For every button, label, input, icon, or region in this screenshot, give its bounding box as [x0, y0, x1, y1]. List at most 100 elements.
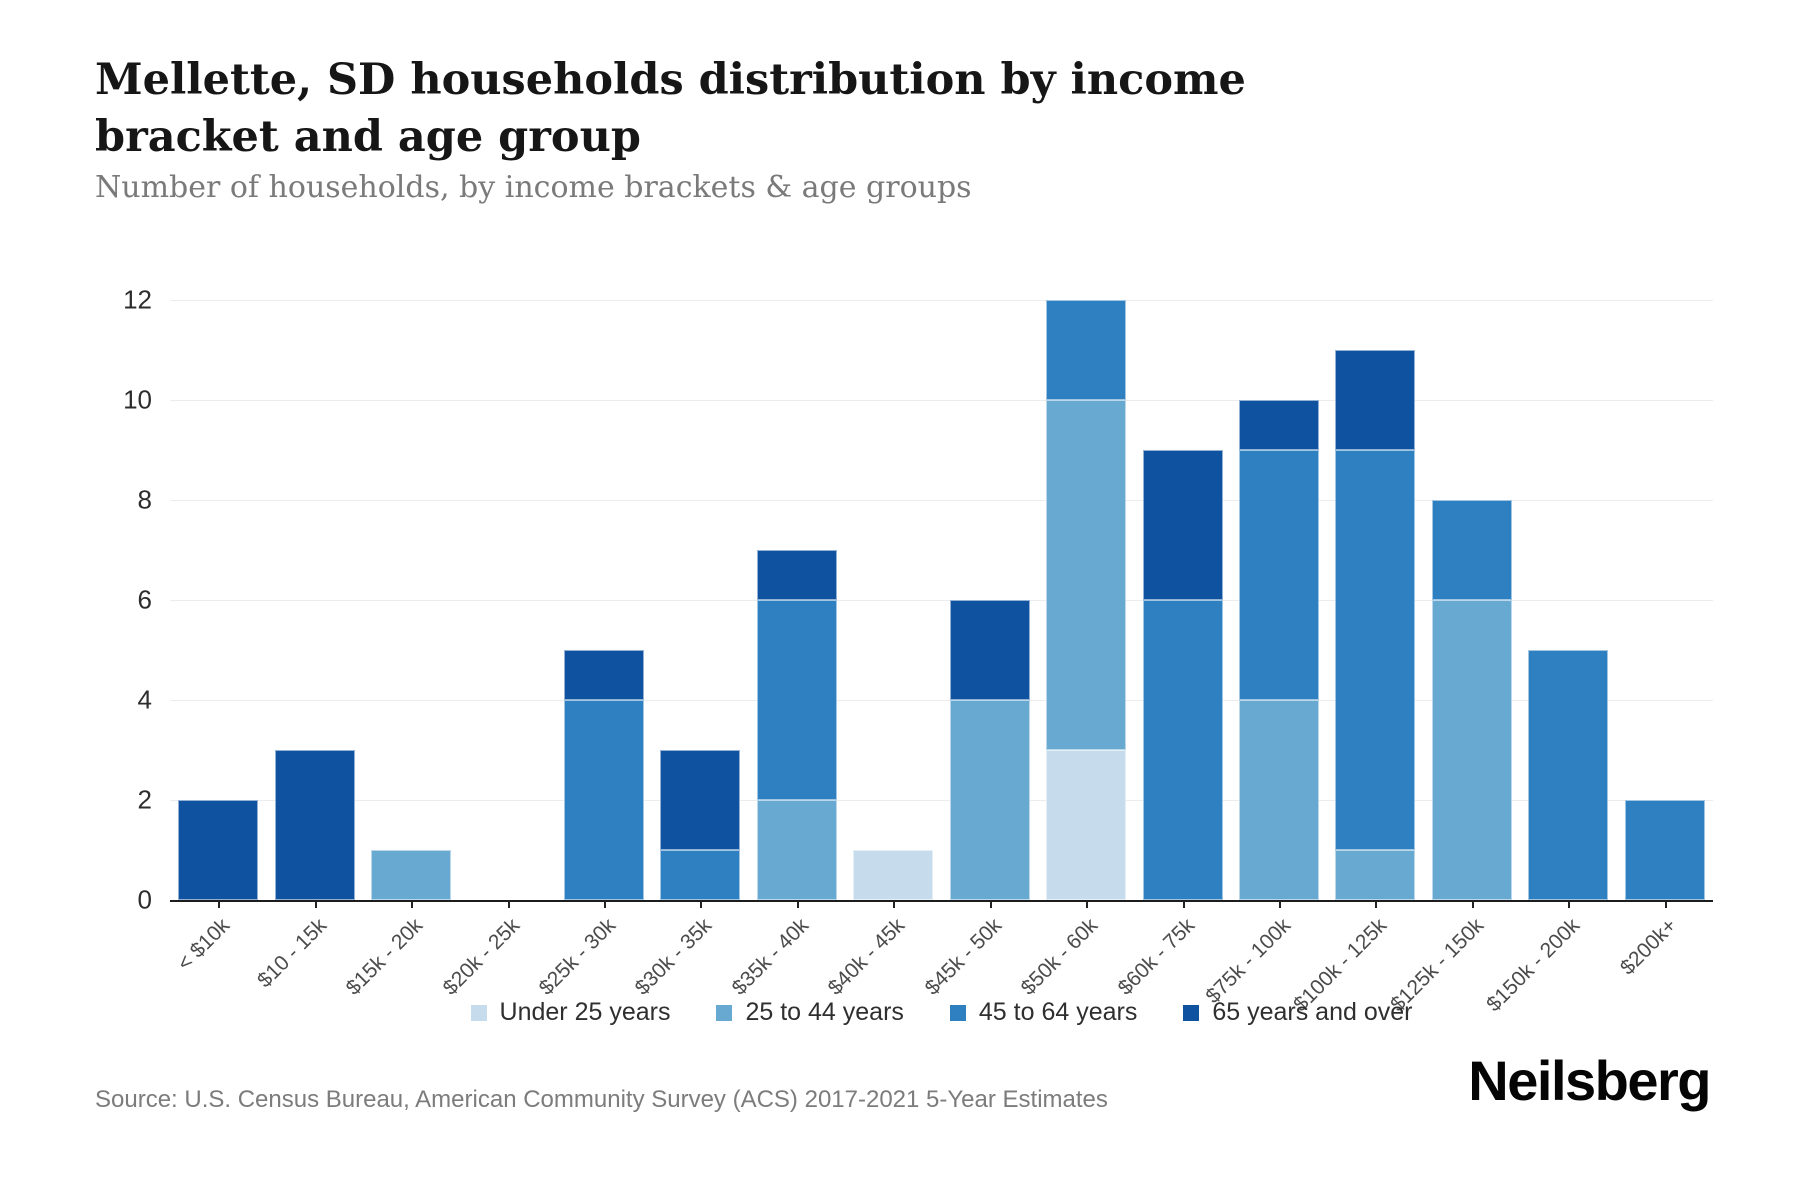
x-axis-label: $40k - 45k: [823, 914, 910, 1000]
legend-item[interactable]: Under 25 years: [470, 998, 671, 1027]
x-axis-label: $10 - 15k: [252, 914, 331, 993]
bar-slot-$20k - 25k: $20k - 25k: [438, 300, 555, 1000]
neilsberg-logo: Neilsberg: [1468, 1049, 1711, 1112]
x-axis-tick: [411, 901, 414, 908]
bar-slot-$10 - 15k: $10 - 15k: [253, 300, 362, 992]
bar-segment[interactable]: [371, 850, 452, 900]
bar-slot-$150k - 200k: $150k - 200k: [1482, 300, 1616, 1016]
bar-segment[interactable]: [1335, 850, 1416, 900]
x-axis-label: $50k - 60k: [1016, 914, 1103, 1000]
x-axis-label: $45k - 50k: [920, 914, 1006, 1000]
y-gridline-8: [170, 499, 1713, 501]
legend-label: 45 to 64 years: [978, 998, 1138, 1026]
y-axis-label-10: 10: [123, 384, 152, 415]
bar-segment[interactable]: [756, 600, 837, 800]
bar-slot-$75k - 100k: $75k - 100k: [1201, 300, 1327, 1008]
legend-item[interactable]: 45 to 64 years: [949, 998, 1138, 1027]
bar-slot-$15k - 20k: $15k - 20k: [342, 300, 459, 1000]
bar-segment[interactable]: [1046, 750, 1127, 900]
y-axis-label-0: 0: [137, 884, 152, 915]
bar-segment[interactable]: [563, 650, 644, 700]
bar-segment[interactable]: [660, 850, 741, 900]
y-axis-label-12: 12: [123, 284, 152, 315]
legend-label: Under 25 years: [499, 998, 671, 1026]
bar-slot-< $10k: < $10k: [170, 300, 266, 975]
bar-slot-$50k - 60k: $50k - 60k: [1017, 300, 1134, 1000]
x-axis-tick: [1279, 901, 1282, 908]
x-axis-label: $60k - 75k: [1113, 914, 1199, 1000]
x-axis-tick: [218, 901, 221, 908]
bar-segment[interactable]: [949, 700, 1030, 900]
x-axis-tick: [1086, 901, 1089, 908]
bar-segment[interactable]: [853, 850, 934, 900]
bar-segment[interactable]: [756, 550, 837, 600]
legend-swatch-icon: [716, 1004, 733, 1021]
grid-layer: 0 2 4 6 8 10 12: [123, 285, 1713, 915]
x-axis-tick: [893, 901, 896, 908]
x-axis-tick: [1568, 901, 1571, 908]
bar-segment[interactable]: [1431, 600, 1512, 900]
y-gridline-10: [170, 399, 1713, 401]
bar-segment[interactable]: [274, 750, 355, 900]
y-gridline-6: [170, 599, 1713, 601]
x-axis-label: $25k - 30k: [534, 914, 621, 1000]
bar-segment[interactable]: [1046, 300, 1127, 400]
x-axis-tick: [1375, 901, 1378, 908]
bar-segment[interactable]: [1335, 450, 1416, 850]
y-axis-label-4: 4: [137, 684, 152, 715]
bar-segment[interactable]: [1142, 450, 1223, 600]
legend-swatch-icon: [1183, 1004, 1200, 1021]
x-axis-label: $30k - 35k: [631, 914, 717, 1000]
x-axis-tick: [1664, 901, 1667, 908]
x-axis-label: $15k - 20k: [341, 914, 428, 1000]
x-axis-tick: [989, 901, 992, 908]
bar-slot-$125k - 150k: $125k - 150k: [1386, 300, 1520, 1016]
bar-slot-$40k - 45k: $40k - 45k: [824, 300, 941, 1000]
y-gridline-12: [170, 299, 1713, 301]
x-axis-tick: [507, 901, 510, 908]
page-title: Mellette, SD households distribution by …: [95, 55, 1246, 163]
bar-slot-$30k - 35k: $30k - 35k: [631, 300, 748, 1000]
y-axis-label-8: 8: [137, 484, 152, 515]
bar-segment[interactable]: [1335, 350, 1416, 450]
page-subtitle: Number of households, by income brackets…: [95, 170, 972, 205]
x-axis-label: $35k - 40k: [727, 914, 814, 1000]
bar-segment[interactable]: [949, 600, 1030, 700]
bar-segment[interactable]: [1528, 650, 1609, 900]
bar-segment[interactable]: [1239, 400, 1320, 450]
legend-label: 65 years and over: [1212, 998, 1413, 1026]
y-gridline-4: [170, 699, 1713, 701]
bar-segment[interactable]: [660, 750, 741, 850]
bar-slot-$60k - 75k: $60k - 75k: [1113, 300, 1230, 1000]
legend-swatch-icon: [949, 1004, 966, 1021]
x-axis-label: $20k - 25k: [438, 914, 524, 1000]
bar-segment[interactable]: [1046, 400, 1127, 750]
bar-segment[interactable]: [756, 800, 837, 900]
y-axis-label-6: 6: [137, 584, 152, 615]
legend-swatch-icon: [470, 1004, 487, 1021]
x-axis-tick: [796, 901, 799, 908]
bar-slot-$25k - 30k: $25k - 30k: [535, 300, 652, 1000]
bar-slot-$100k - 125k: $100k - 125k: [1290, 300, 1423, 1016]
bar-segment[interactable]: [1239, 450, 1320, 700]
bar-segment[interactable]: [178, 800, 259, 900]
bar-segment[interactable]: [1431, 500, 1512, 600]
bars-layer: < $10k $10 - 15k $15k - 20k $20k - 25k $25k …: [170, 300, 1713, 1016]
legend-item[interactable]: 65 years and over: [1183, 998, 1412, 1027]
x-axis-tick: [1471, 901, 1474, 908]
x-axis-tick: [1182, 901, 1185, 908]
legend-item[interactable]: 25 to 44 years: [716, 998, 904, 1027]
plot-area: 0 2 4 6 8 10 12 < $10k $10 - 15k $15k - 20k $20k …: [123, 285, 1713, 1016]
legend-label: 25 to 44 years: [745, 998, 904, 1026]
bar-slot-$35k - 40k: $35k - 40k: [728, 300, 845, 1000]
bar-slot-$45k - 50k: $45k - 50k: [920, 300, 1038, 1000]
x-axis-label: < $10k: [173, 914, 235, 976]
bar-segment[interactable]: [1624, 800, 1705, 900]
bar-segment[interactable]: [563, 700, 644, 900]
bar-segment[interactable]: [1142, 600, 1223, 900]
bar-segment[interactable]: [1239, 700, 1320, 900]
x-axis-label: $75k - 100k: [1201, 914, 1296, 1008]
x-axis-tick: [314, 901, 317, 908]
legend: Under 25 years 25 to 44 years 45 to 64 yea…: [170, 998, 1713, 1027]
